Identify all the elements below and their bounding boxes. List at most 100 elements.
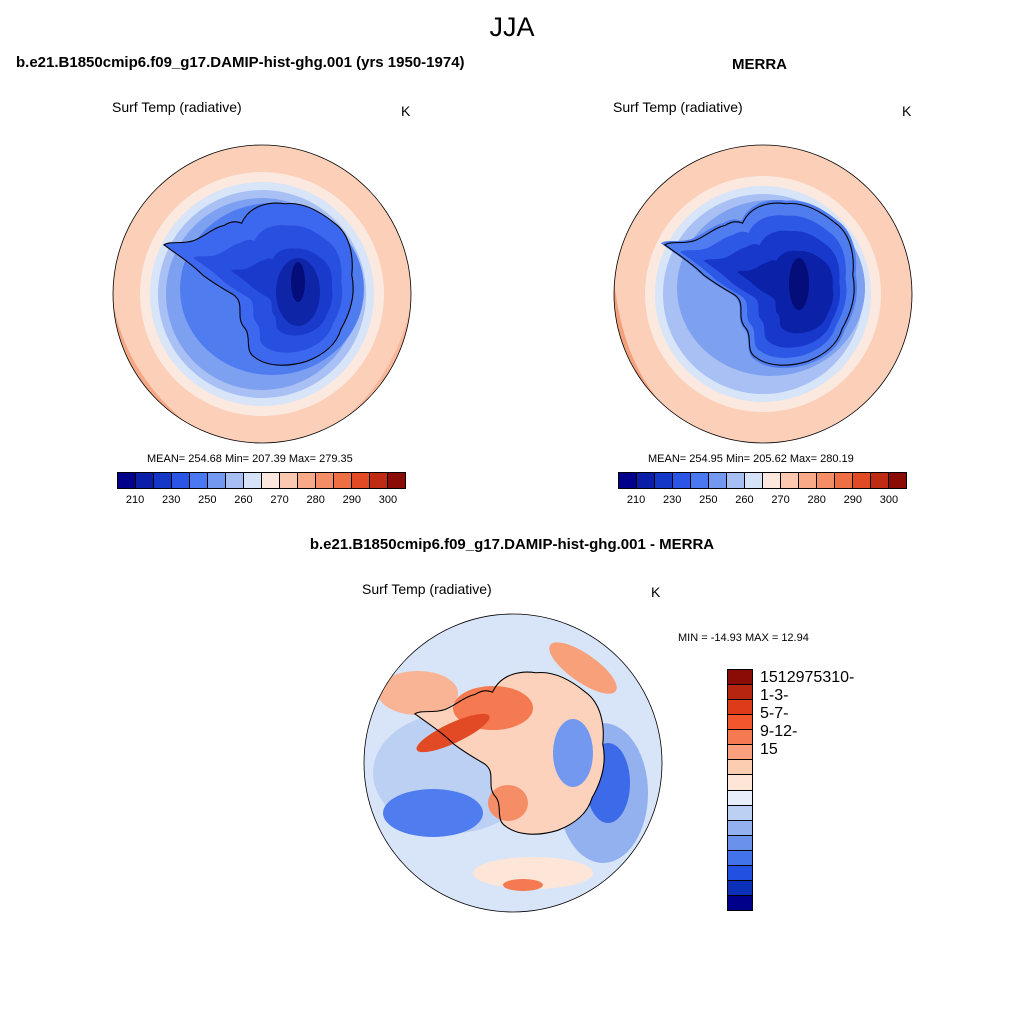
diff-colorbar-box-15 [728, 895, 752, 910]
model-panel-title: b.e21.B1850cmip6.f09_g17.DAMIP-hist-ghg.… [16, 54, 465, 71]
diff-colorbar-box-6 [728, 760, 752, 776]
model-colorbar-box-7 [244, 473, 262, 488]
obs-colorbar-box-7 [745, 473, 763, 488]
obs-colorbar-tick-label: 280 [807, 494, 826, 506]
model-colorbar-tick-label: 260 [234, 494, 253, 506]
obs-colorbar-box-3 [673, 473, 691, 488]
obs-stats: MEAN= 254.95 Min= 205.62 Max= 280.19 [648, 453, 854, 465]
diff-colorbar-tick-label: -1 [760, 669, 855, 704]
diff-colorbar-box-13 [728, 865, 752, 881]
diff-colorbar-tick-label: 9 [795, 669, 805, 686]
diff-variable-label: Surf Temp (radiative) [362, 581, 492, 597]
model-colorbar-box-5 [208, 473, 226, 488]
model-colorbar [117, 472, 406, 489]
obs-variable-label: Surf Temp (radiative) [613, 99, 743, 115]
diff-colorbar-box-2 [728, 700, 752, 716]
model-colorbar-ticks: 210 230 250 260 270 280 290 300 [117, 494, 406, 508]
obs-colorbar [618, 472, 907, 489]
model-colorbar-tick-label: 290 [342, 494, 361, 506]
model-colorbar-tick-label: 280 [306, 494, 325, 506]
diff-stats: MIN = -14.93 MAX = 12.94 [678, 632, 809, 644]
obs-colorbar-tick-label: 210 [626, 494, 646, 506]
obs-colorbar-box-1 [637, 473, 655, 488]
model-colorbar-box-4 [190, 473, 208, 488]
obs-colorbar-box-5 [709, 473, 727, 488]
model-stats: MEAN= 254.68 Min= 207.39 Max= 279.35 [147, 453, 353, 465]
diff-colorbar-box-7 [728, 775, 752, 791]
diff-colorbar-box-11 [728, 835, 752, 851]
model-colorbar-box-14 [370, 473, 388, 488]
model-colorbar-box-8 [262, 473, 280, 488]
obs-colorbar-box-8 [763, 473, 781, 488]
obs-units-label: K [902, 103, 912, 119]
model-colorbar-box-12 [334, 473, 352, 488]
diff-colorbar-box-14 [728, 880, 752, 896]
diff-colorbar-box-10 [728, 820, 752, 836]
diff-colorbar-tick-label: -12 [768, 723, 793, 740]
diff-colorbar-tick-label: -5 [760, 687, 789, 722]
model-colorbar-tick-label: 250 [198, 494, 217, 506]
diff-panel-title: b.e21.B1850cmip6.f09_g17.DAMIP-hist-ghg.… [309, 536, 715, 553]
diff-colorbar-box-1 [728, 685, 752, 701]
model-colorbar-tick-label: 270 [270, 494, 289, 506]
model-colorbar-tick-label: 210 [125, 494, 145, 506]
model-variable-label: Surf Temp (radiative) [112, 99, 242, 115]
model-colorbar-box-3 [172, 473, 190, 488]
diff-colorbar-tick-label: 5 [813, 669, 823, 686]
obs-colorbar-box-0 [619, 473, 637, 488]
diff-colorbar-tick-label: 7 [804, 669, 814, 686]
diff-colorbar-box-8 [728, 790, 752, 806]
figure-title: JJA [489, 12, 535, 42]
obs-colorbar-tick-label: 270 [771, 494, 790, 506]
obs-panel-title: MERRA [732, 56, 787, 73]
model-colorbar-box-9 [280, 473, 298, 488]
model-colorbar-box-6 [226, 473, 244, 488]
diff-colorbar-box-0 [728, 670, 752, 686]
obs-colorbar-box-15 [889, 473, 906, 488]
diff-colorbar-box-12 [728, 850, 752, 866]
model-colorbar-box-0 [118, 473, 136, 488]
obs-colorbar-tick-label: 250 [699, 494, 718, 506]
model-colorbar-tick-label: 230 [162, 494, 181, 506]
diff-colorbar-box-5 [728, 745, 752, 761]
diff-units-label: K [651, 584, 661, 600]
diff-colorbar-tick-label: 15 [760, 669, 778, 686]
model-polar-map [112, 144, 412, 444]
obs-colorbar-box-11 [817, 473, 835, 488]
model-colorbar-box-15 [388, 473, 405, 488]
diff-colorbar-box-3 [728, 715, 752, 731]
diff-colorbar-tick-label: 3 [822, 669, 832, 686]
obs-colorbar-ticks: 210 230 250 260 270 280 290 300 [618, 494, 907, 508]
obs-colorbar-tick-label: 290 [843, 494, 862, 506]
obs-colorbar-box-14 [871, 473, 889, 488]
diff-colorbar [727, 669, 753, 911]
diff-colorbar-tick-label: 0 [840, 669, 850, 686]
model-colorbar-box-11 [316, 473, 334, 488]
model-colorbar-box-13 [352, 473, 370, 488]
diff-colorbar-tick-label: -3 [768, 687, 784, 704]
diff-colorbar-tick-label: 1 [831, 669, 841, 686]
diff-colorbar-tick-label: -15 [760, 723, 798, 758]
diff-colorbar-box-9 [728, 805, 752, 821]
obs-colorbar-box-6 [727, 473, 745, 488]
diff-colorbar-tick-label: -7 [768, 705, 784, 722]
obs-colorbar-box-4 [691, 473, 709, 488]
obs-colorbar-box-12 [835, 473, 853, 488]
model-units-label: K [401, 103, 411, 119]
diff-polar-map [363, 613, 663, 913]
obs-colorbar-tick-label: 230 [663, 494, 682, 506]
obs-colorbar-box-13 [853, 473, 871, 488]
obs-colorbar-box-10 [799, 473, 817, 488]
model-colorbar-box-1 [136, 473, 154, 488]
obs-colorbar-box-2 [655, 473, 673, 488]
obs-colorbar-box-9 [781, 473, 799, 488]
model-colorbar-box-2 [154, 473, 172, 488]
obs-polar-map [613, 144, 913, 444]
diff-colorbar-ticks: 1512975310-1-3-5-7-9-12-15 [760, 669, 854, 911]
model-colorbar-tick-label: 300 [378, 494, 398, 506]
model-colorbar-box-10 [298, 473, 316, 488]
obs-colorbar-tick-label: 300 [879, 494, 899, 506]
obs-colorbar-tick-label: 260 [735, 494, 754, 506]
diff-colorbar-box-4 [728, 730, 752, 746]
diff-colorbar-tick-label: 12 [777, 669, 796, 686]
